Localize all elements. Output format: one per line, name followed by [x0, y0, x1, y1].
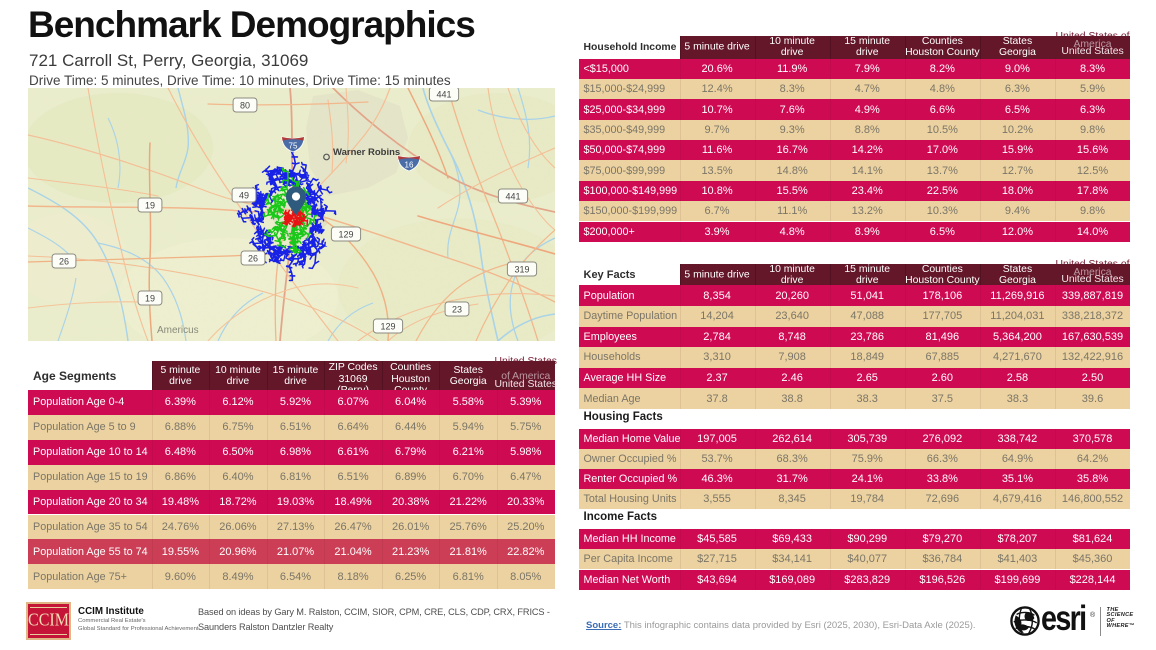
svg-text:19: 19 [145, 201, 155, 211]
svg-text:80: 80 [240, 101, 250, 111]
svg-text:26: 26 [59, 257, 69, 267]
svg-text:Americus: Americus [157, 325, 199, 336]
svg-text:23: 23 [452, 305, 462, 315]
svg-text:26: 26 [248, 254, 258, 264]
svg-text:49: 49 [239, 191, 249, 201]
svg-text:Warner Robins: Warner Robins [333, 147, 400, 158]
svg-text:441: 441 [505, 192, 520, 202]
svg-text:19: 19 [145, 294, 155, 304]
svg-text:319: 319 [514, 265, 529, 275]
svg-text:129: 129 [338, 230, 353, 240]
svg-text:441: 441 [436, 90, 451, 100]
svg-text:16: 16 [405, 161, 414, 170]
svg-text:75: 75 [289, 142, 298, 151]
svg-text:129: 129 [380, 322, 395, 332]
